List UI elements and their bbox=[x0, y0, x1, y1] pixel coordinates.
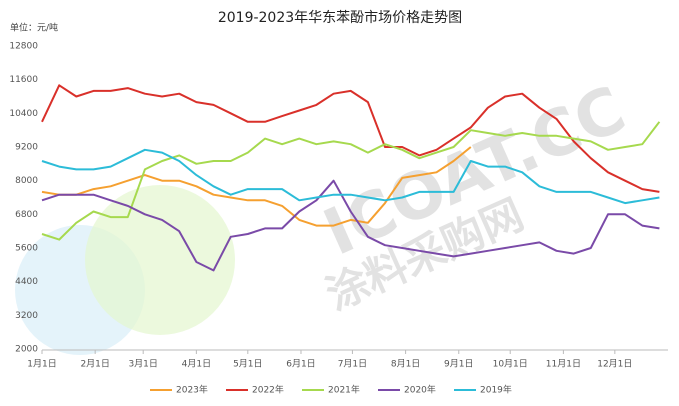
y-tick-label: 6800 bbox=[15, 210, 38, 220]
series-line bbox=[41, 121, 661, 241]
x-tick-label: 10月1日 bbox=[493, 359, 528, 370]
legend-label: 2021年 bbox=[328, 384, 360, 396]
x-tick-label: 3月1日 bbox=[128, 359, 157, 370]
x-tick-label: 2月1日 bbox=[80, 359, 109, 370]
unit-label: 单位：元/吨 bbox=[10, 22, 58, 34]
y-tick-label: 3200 bbox=[15, 311, 38, 321]
legend-label: 2019年 bbox=[480, 384, 512, 396]
x-tick-label: 7月1日 bbox=[338, 359, 367, 370]
series-line bbox=[41, 179, 660, 272]
series-line bbox=[41, 84, 660, 193]
x-tick-label: 6月1日 bbox=[286, 359, 315, 370]
y-tick-label: 10400 bbox=[9, 109, 38, 119]
x-tick-label: 12月1日 bbox=[597, 359, 632, 370]
y-tick-label: 2000 bbox=[15, 345, 38, 355]
legend-label: 2023年 bbox=[176, 384, 208, 396]
x-tick-label: 9月1日 bbox=[444, 359, 473, 370]
legend-label: 2022年 bbox=[252, 384, 284, 396]
chart-title: 2019-2023年华东苯酚市场价格走势图 bbox=[218, 9, 462, 26]
decor-circle bbox=[85, 185, 235, 335]
y-tick-label: 9200 bbox=[15, 143, 38, 153]
x-tick-label: 8月1日 bbox=[391, 359, 420, 370]
series-line bbox=[41, 148, 660, 205]
x-tick-label: 1月1日 bbox=[27, 359, 56, 370]
y-tick-label: 12800 bbox=[9, 42, 38, 52]
series-line bbox=[41, 146, 472, 227]
x-tick-label: 11月1日 bbox=[546, 359, 581, 370]
legend-label: 2020年 bbox=[404, 384, 436, 396]
y-tick-label: 8000 bbox=[15, 176, 38, 186]
y-tick-label: 5600 bbox=[15, 244, 38, 254]
x-tick-label: 4月1日 bbox=[182, 359, 211, 370]
y-tick-label: 11600 bbox=[9, 75, 38, 85]
y-tick-label: 4400 bbox=[15, 277, 38, 287]
x-tick-label: 5月1日 bbox=[233, 359, 262, 370]
